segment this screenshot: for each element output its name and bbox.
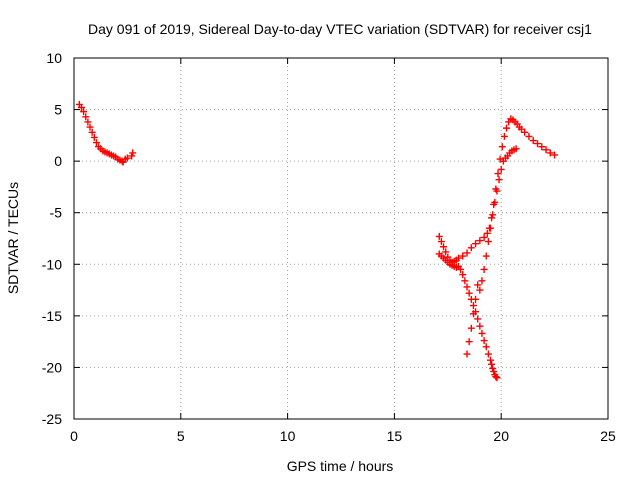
data-point <box>490 368 498 376</box>
data-point <box>478 277 486 285</box>
data-point <box>538 143 546 151</box>
y-tick-label: -20 <box>42 359 62 375</box>
data-point <box>492 373 500 381</box>
data-point <box>482 252 490 260</box>
data-point <box>474 315 482 323</box>
data-point <box>482 343 490 351</box>
data-point <box>465 289 473 297</box>
data-point <box>517 125 525 133</box>
y-tick-label: -15 <box>42 308 62 324</box>
data-point <box>503 124 511 132</box>
data-point <box>488 214 496 222</box>
data-point <box>86 123 94 131</box>
data-point <box>77 104 85 112</box>
data-point <box>82 113 90 121</box>
y-tick-label: 0 <box>54 153 62 169</box>
data-point <box>494 170 502 178</box>
data-point <box>463 283 471 291</box>
grid-lines <box>74 58 608 419</box>
x-tick-label: 15 <box>387 428 403 444</box>
data-point <box>476 322 484 330</box>
data-point <box>525 132 533 140</box>
x-tick-label: 0 <box>70 428 78 444</box>
data-point <box>84 118 92 126</box>
series-0 <box>75 100 137 166</box>
data-point <box>472 240 480 248</box>
data-point <box>542 146 550 154</box>
data-point <box>92 139 100 147</box>
data-point <box>123 154 131 162</box>
data-point <box>489 364 497 372</box>
data-point <box>90 133 98 141</box>
data-points <box>75 100 559 382</box>
data-point <box>488 360 496 368</box>
data-point <box>476 286 484 294</box>
series-3 <box>435 115 559 266</box>
data-point <box>476 237 484 245</box>
plot-frame <box>73 57 609 420</box>
data-point <box>493 374 501 382</box>
data-point <box>457 265 465 273</box>
y-tick-label: 10 <box>46 50 62 66</box>
data-point <box>128 152 136 160</box>
x-tick-label: 20 <box>493 428 509 444</box>
data-point <box>461 277 469 285</box>
data-point <box>512 145 520 153</box>
y-tick-label: 5 <box>54 102 62 118</box>
data-point <box>495 176 503 184</box>
data-point <box>437 238 445 246</box>
data-point <box>88 128 96 136</box>
data-point <box>546 149 554 157</box>
x-tick-label: 10 <box>280 428 296 444</box>
axis-ticks: 0 5 10 15 20 25 10 5 0 -5 -10 -15 -20 -25 <box>42 50 616 444</box>
data-point <box>478 329 486 337</box>
data-point <box>529 137 537 145</box>
data-point <box>469 302 477 310</box>
data-point <box>485 224 493 232</box>
data-point <box>129 149 137 157</box>
x-axis-title: GPS time / hours <box>287 458 394 474</box>
data-point <box>465 338 473 346</box>
data-point <box>435 232 443 240</box>
data-point <box>480 233 488 241</box>
data-point <box>489 211 497 219</box>
y-tick-label: -5 <box>50 205 63 221</box>
data-point <box>463 350 471 358</box>
data-point <box>551 151 559 159</box>
data-point <box>490 200 498 208</box>
data-point <box>459 271 467 279</box>
data-point <box>483 229 491 237</box>
data-point <box>487 356 495 364</box>
data-point <box>442 248 450 256</box>
data-point <box>480 265 488 273</box>
y-tick-label: -25 <box>42 411 62 427</box>
data-point <box>472 295 480 303</box>
series-2 <box>463 145 520 358</box>
data-point <box>521 128 529 136</box>
x-tick-label: 5 <box>177 428 185 444</box>
data-point <box>469 310 477 318</box>
data-point <box>484 350 492 358</box>
data-point <box>459 252 467 260</box>
y-tick-label: -10 <box>42 256 62 272</box>
data-point <box>467 244 475 252</box>
x-tick-label: 25 <box>600 428 616 444</box>
data-point <box>534 140 542 148</box>
data-point <box>492 185 500 193</box>
data-point <box>474 281 482 289</box>
data-point <box>484 238 492 246</box>
chart-title: Day 091 of 2019, Sidereal Day-to-day VTE… <box>88 21 592 37</box>
y-axis-title: SDTVAR / TECUs <box>5 182 21 294</box>
data-point <box>496 155 504 163</box>
data-point <box>467 324 475 332</box>
data-point <box>498 143 506 151</box>
data-point <box>440 243 448 251</box>
data-point <box>463 249 471 257</box>
data-point <box>497 165 505 173</box>
data-point <box>80 108 88 116</box>
data-point <box>454 254 462 262</box>
data-point <box>500 132 508 140</box>
data-point <box>480 337 488 345</box>
